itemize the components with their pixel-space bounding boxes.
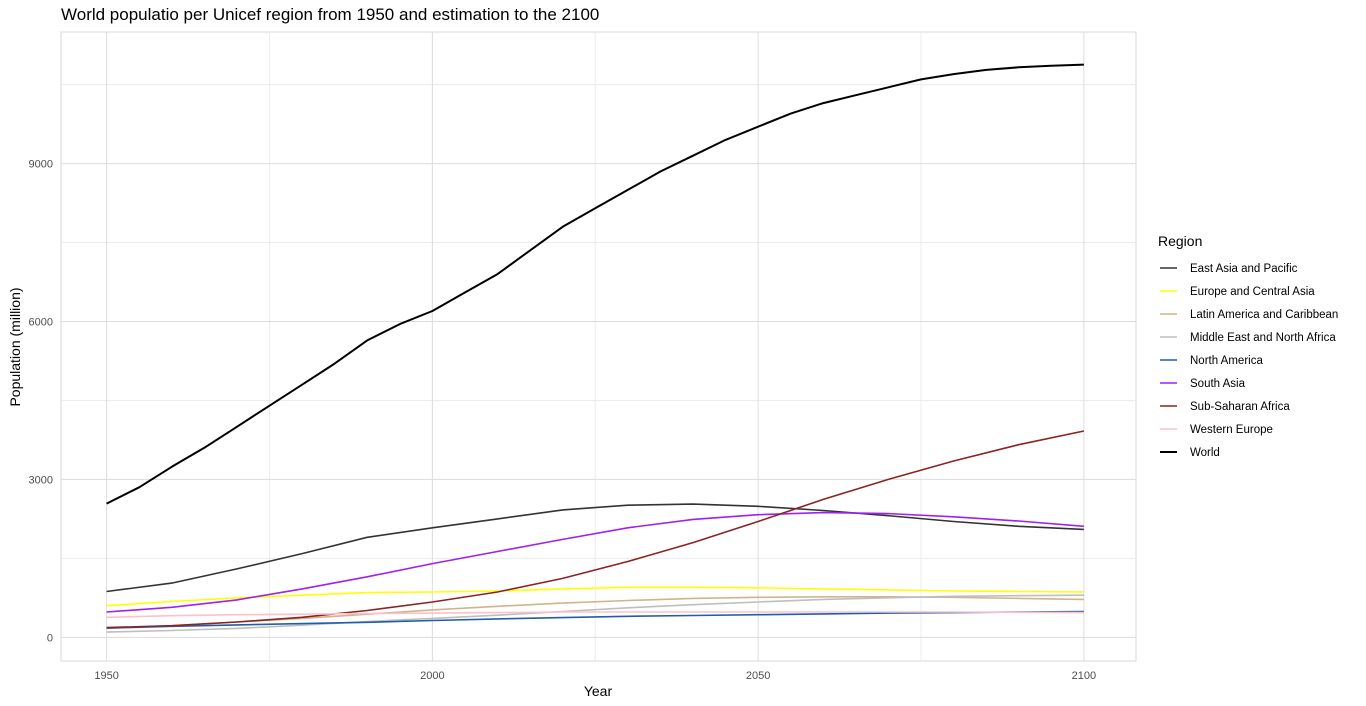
legend-label-europe-and-central-asia: Europe and Central Asia bbox=[1190, 286, 1315, 298]
legend-label-latin-america-and-caribbean: Latin America and Caribbean bbox=[1190, 309, 1338, 321]
legend-label-sub-saharan-africa: Sub-Saharan Africa bbox=[1190, 401, 1290, 413]
x-tick-label: 1950 bbox=[94, 670, 118, 682]
series-line-western-europe bbox=[106, 611, 1084, 619]
series-line-north-america bbox=[106, 610, 1084, 629]
y-tick-label: 3000 bbox=[29, 474, 53, 486]
tick-labels: 1950 2000 2050 2100 0 3000 6000 9000 bbox=[29, 159, 1097, 682]
chart-title: World populatio per Unicef region from 1… bbox=[61, 5, 600, 24]
series-line-middle-east-and-north-africa bbox=[106, 594, 1084, 633]
legend-title: Region bbox=[1158, 233, 1202, 249]
series-line-world bbox=[106, 63, 1084, 505]
minor-gridlines bbox=[61, 32, 1136, 661]
y-tick-label: 0 bbox=[47, 632, 53, 644]
legend-label-western-europe: Western Europe bbox=[1190, 424, 1273, 436]
series-lines bbox=[106, 63, 1085, 633]
major-gridlines bbox=[61, 32, 1136, 661]
legend-label-north-america: North America bbox=[1190, 355, 1263, 367]
legend: Region East Asia and Pacific Europe and C… bbox=[1158, 233, 1338, 459]
legend-label-east-asia-and-pacific: East Asia and Pacific bbox=[1190, 263, 1298, 275]
legend-label-south-asia: South Asia bbox=[1190, 378, 1246, 390]
legend-label-middle-east-and-north-africa: Middle East and North Africa bbox=[1190, 332, 1336, 344]
legend-label-world: World bbox=[1190, 447, 1220, 459]
x-axis-title: Year bbox=[584, 683, 613, 699]
y-tick-label: 6000 bbox=[29, 316, 53, 328]
plot-panel-border bbox=[60, 31, 1137, 662]
x-tick-label: 2100 bbox=[1072, 670, 1096, 682]
y-axis-title: Population (million) bbox=[7, 287, 23, 406]
series-line-south-asia bbox=[106, 511, 1084, 613]
x-tick-label: 2000 bbox=[420, 670, 444, 682]
x-tick-label: 2050 bbox=[746, 670, 770, 682]
series-line-europe-and-central-asia bbox=[106, 586, 1084, 607]
series-line-east-asia-and-pacific bbox=[106, 503, 1084, 593]
y-tick-label: 9000 bbox=[29, 159, 53, 171]
series-line-sub-saharan-africa bbox=[106, 430, 1085, 629]
